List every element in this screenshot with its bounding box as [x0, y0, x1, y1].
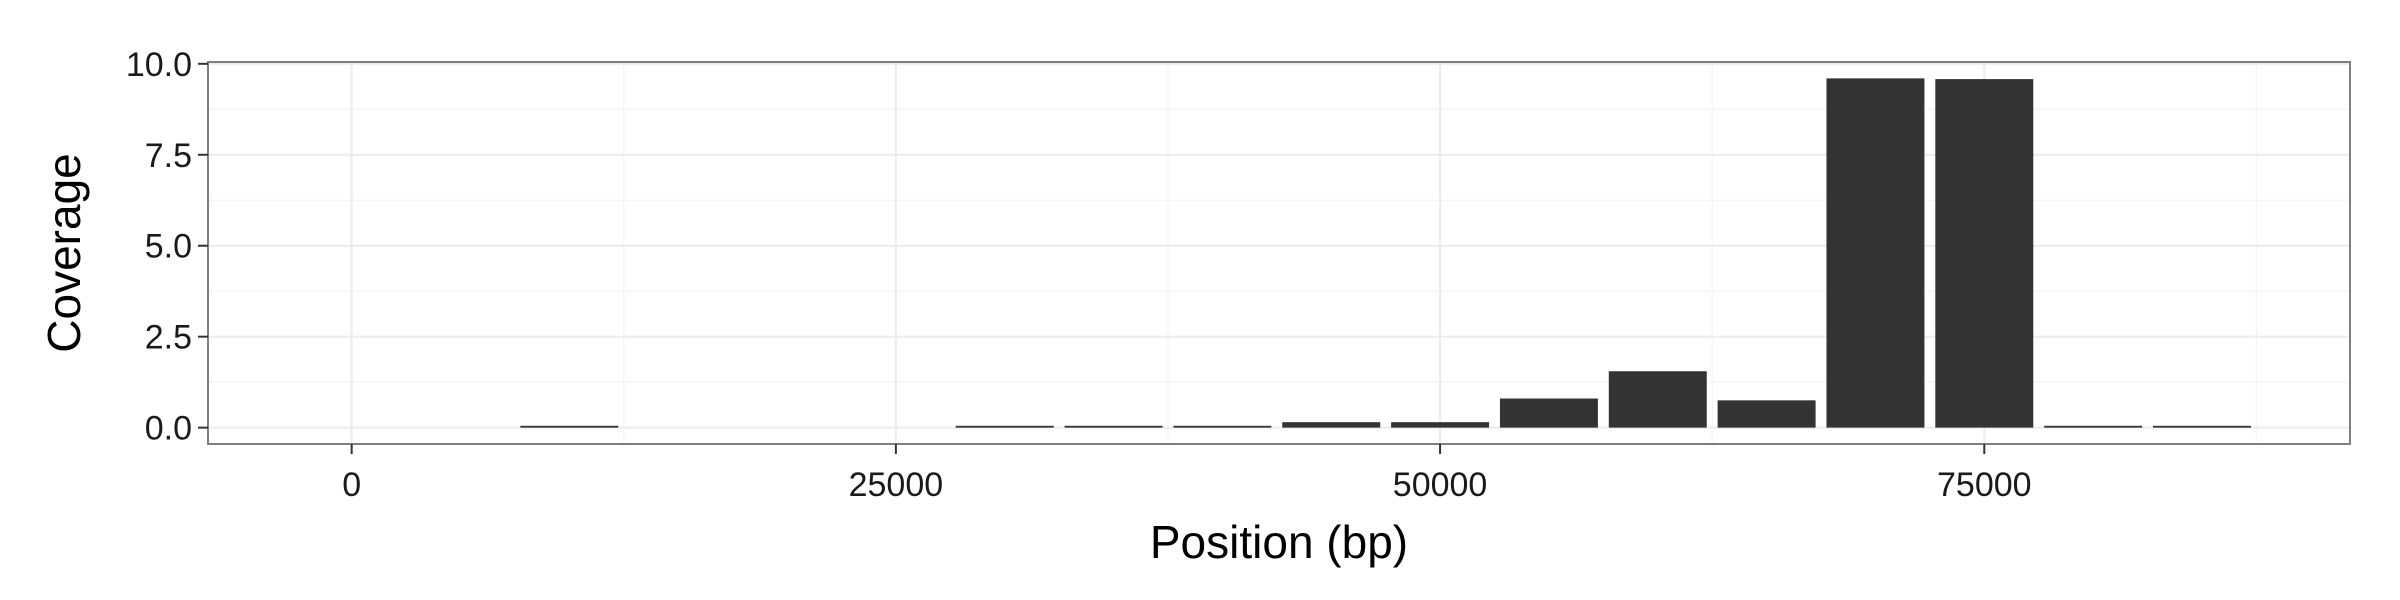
bar [1064, 425, 1163, 428]
x-axis: 0 25000 50000 75000 [342, 444, 2032, 504]
x-axis-title: Position (bp) [1150, 516, 1408, 568]
x-tick-label: 75000 [1937, 466, 2032, 504]
bar [1173, 425, 1272, 428]
bar [1826, 78, 1925, 428]
y-tick-label: 7.5 [145, 137, 192, 175]
plot-border [207, 61, 2351, 445]
bar [1499, 398, 1598, 428]
x-tick-label: 50000 [1393, 466, 1488, 504]
y-tick-label: 10.0 [126, 46, 192, 84]
bar [955, 425, 1054, 428]
bar [1608, 371, 1707, 428]
bar [2152, 425, 2251, 428]
bar [1391, 422, 1490, 428]
bar [1282, 422, 1381, 428]
bar [1717, 400, 1816, 428]
bar [2044, 425, 2143, 428]
y-axis-title: Coverage [38, 153, 90, 352]
x-tick-label: 25000 [849, 466, 944, 504]
y-tick-label: 2.5 [145, 319, 192, 357]
x-tick-label: 0 [342, 466, 361, 504]
y-tick-label: 0.0 [145, 410, 192, 448]
y-tick-label: 5.0 [145, 228, 192, 266]
bar [520, 425, 619, 428]
y-axis: 0.0 2.5 5.0 7.5 10.0 [126, 46, 208, 448]
bar [1935, 79, 2034, 428]
bars [520, 78, 2251, 428]
